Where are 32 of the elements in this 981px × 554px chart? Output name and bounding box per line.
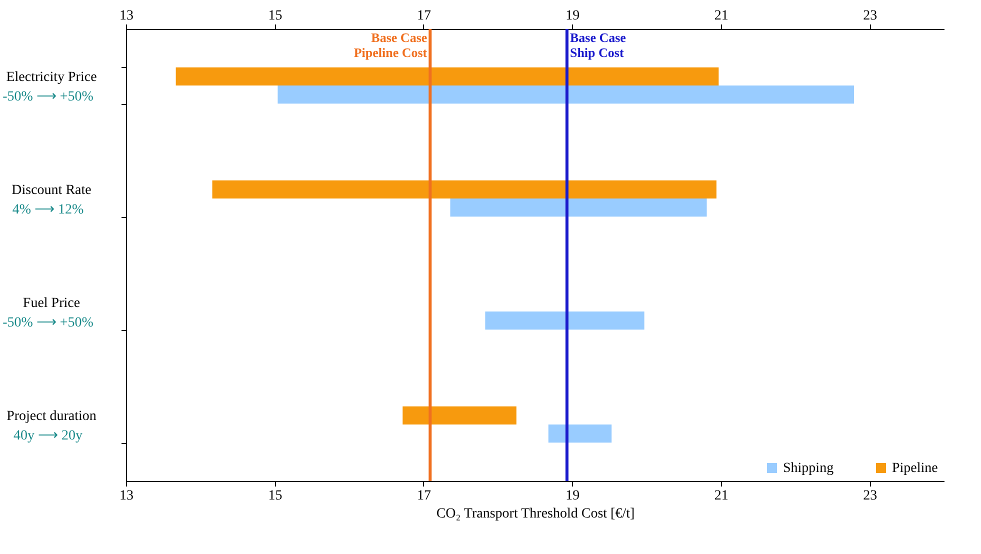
text: -50% ⟶ +50%: [2, 316, 94, 330]
x-tick-label: 21: [714, 8, 728, 24]
x-axis-title: CO₂ Transport Threshold Cost [€/t]: [436, 506, 635, 522]
x-tick-label: 17: [416, 8, 431, 24]
text: -50% ⟶ +50%: [2, 90, 94, 104]
legend-label: Pipeline: [892, 461, 938, 476]
x-tick-label: 15: [268, 8, 282, 24]
x2-tick-label: 13: [120, 488, 134, 504]
bar: [450, 198, 707, 217]
bar: [548, 424, 612, 443]
y-tick-label: Electricity Price: [6, 70, 97, 85]
x2-tick-label: 15: [268, 488, 282, 504]
x-tick-label: 13: [120, 8, 134, 24]
y-tick-label: Fuel Price: [22, 296, 80, 311]
bar: [485, 312, 644, 330]
ref-line-label: Base Case Pipeline Cost: [354, 30, 428, 60]
text: 40y ⟶ 20y: [14, 428, 82, 444]
ref-line-label: Base Case Ship Cost: [570, 30, 626, 60]
x2-tick-label: 19: [566, 488, 580, 504]
bar: [402, 406, 516, 424]
text: 4% ⟶ 12%: [12, 202, 84, 218]
x2-tick-label: 17: [416, 488, 431, 504]
bar: [176, 67, 719, 86]
x-tick-label: 19: [566, 8, 580, 24]
y-tick-label: Discount Rate: [12, 183, 92, 198]
x-tick-label: 23: [863, 8, 878, 24]
legend-label: Shipping: [783, 461, 834, 476]
y-tick-label: Project duration: [6, 409, 96, 424]
x2-tick-label: 21: [714, 488, 728, 504]
bar: [212, 180, 716, 198]
x2-tick-label: 23: [863, 488, 878, 504]
bar: [278, 86, 854, 104]
